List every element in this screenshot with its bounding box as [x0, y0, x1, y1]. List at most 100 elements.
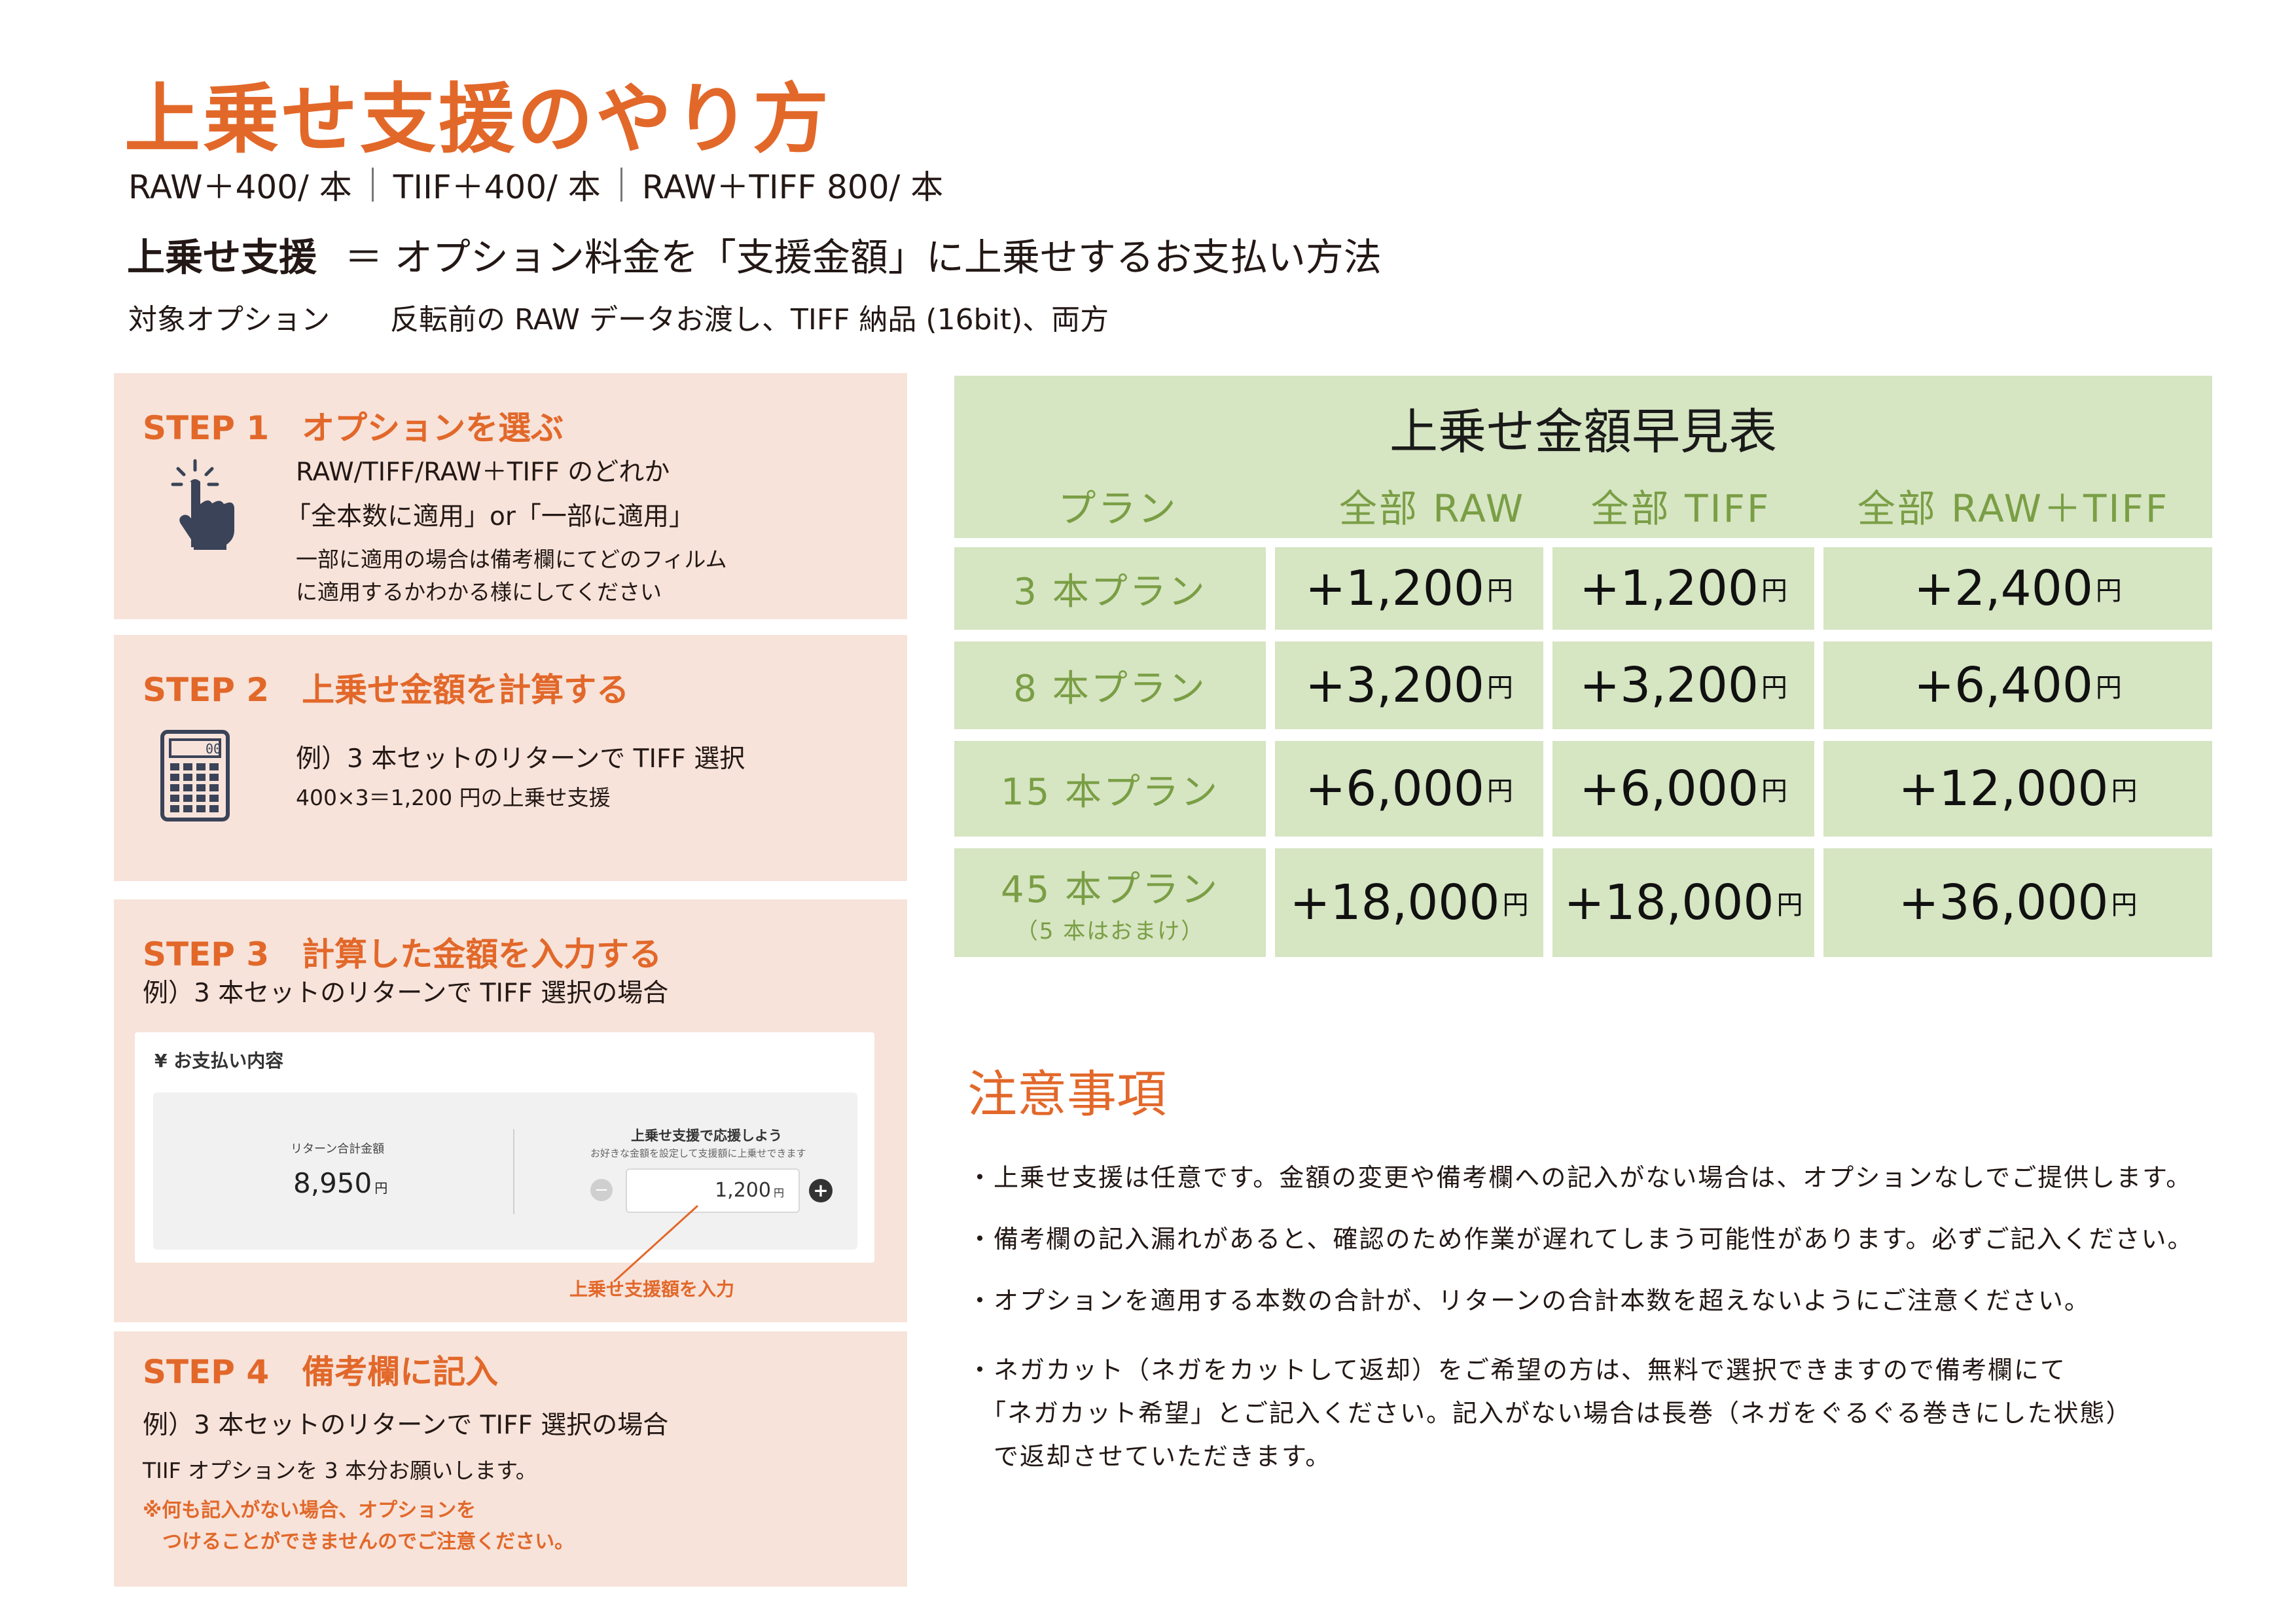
target-label: 対象オプション: [128, 303, 330, 336]
callout-line: [613, 1204, 699, 1283]
calculator-key: [170, 805, 179, 812]
amount-value: +3,200: [1579, 657, 1759, 713]
definition-body: ＝ オプション料金を「支援金額」に上乗せするお支払い方法: [344, 235, 1382, 280]
table-header-raw-tiff: 全部 RAW＋TIFF: [1857, 486, 2170, 531]
step-1-title: STEP 1 オプションを選ぶ: [143, 409, 564, 447]
table-title: 上乗せ金額早見表: [1390, 404, 1777, 460]
yen-unit: 円: [1486, 776, 1513, 806]
amount-value: +2,400: [1914, 560, 2093, 617]
note-item: ・上乗せ支援は任意です。金額の変更や備考欄への記入がない場合は、オプションなしで…: [967, 1163, 2193, 1192]
support-amount-value: 1,200: [715, 1179, 771, 1202]
support-amount-display: 1,200 円: [715, 1179, 784, 1202]
calculator-key: [196, 784, 206, 791]
step-3-line-1: 例）3 本セットのリターンで TIFF 選択の場合: [143, 979, 669, 1008]
table-row-plan: 8 本プラン: [954, 641, 1266, 729]
yen-unit: 円: [773, 1187, 784, 1199]
note-item: で返却させていただきます。: [967, 1442, 1332, 1471]
calculator-display: 00: [206, 741, 221, 757]
step-1-line-4: に適用するかわかる様にしてください: [296, 579, 662, 605]
yen-unit: 円: [2111, 776, 2138, 806]
step-4-note-1: ※何も記入がない場合、オプションを: [143, 1499, 476, 1522]
price-raw: RAW＋400/ 本: [128, 168, 352, 206]
plan-name: 15 本プラン: [1000, 770, 1220, 814]
table-row-plan: 15 本プラン: [954, 741, 1266, 837]
table-header-band: 上乗せ金額早見表 プラン 全部 RAW 全部 TIFF 全部 RAW＋TIFF: [954, 376, 2212, 538]
step-4-line-1: 例）3 本セットのリターンで TIFF 選択の場合: [143, 1411, 669, 1440]
amount-value: +1,200: [1579, 560, 1759, 617]
calculator-key: [170, 774, 179, 781]
yen-unit: 円: [1776, 890, 1803, 920]
amount-value: +6,400: [1914, 657, 2093, 713]
calculator-icon: 00: [160, 730, 230, 821]
target-body: 反転前の RAW データお渡し、TIFF 納品 (16bit)、両方: [390, 303, 1109, 336]
table-cell: +6,400 円: [1823, 641, 2212, 729]
payment-inner: リターン合計金額 8,950 円 上乗せ支援で応援しよう お好きな金額を設定して支…: [153, 1092, 857, 1250]
calculator-key: [196, 774, 206, 781]
calculator-key: [183, 784, 192, 791]
calculator-key: [183, 774, 192, 781]
divider: [371, 168, 374, 202]
calculator-key: [170, 784, 179, 791]
plan-name: 3 本プラン: [1013, 570, 1207, 613]
yen-unit: 円: [374, 1180, 388, 1196]
plus-button[interactable]: +: [809, 1179, 833, 1202]
notes-title: 注意事項: [967, 1065, 1166, 1123]
return-total-amount: 8,950 円: [293, 1167, 387, 1199]
note-item: 「ネガカット希望」とご記入ください。記入がない場合は長巻（ネガをぐるぐる巻きにし…: [967, 1399, 2132, 1428]
table-cell: +1,200 円: [1552, 547, 1814, 630]
calculator-key: [183, 795, 192, 802]
step-4-note-2: つけることができませんのでご注意ください。: [143, 1530, 575, 1553]
table-cell: +18,000 円: [1552, 848, 1814, 957]
amount-value: +12,000: [1898, 761, 2109, 817]
price-raw-tiff: RAW＋TIFF 800/ 本: [641, 168, 944, 206]
calculator-key: [170, 795, 179, 802]
calculator-key: [209, 805, 219, 812]
table-cell: +18,000 円: [1275, 848, 1543, 957]
calculator-key: [183, 805, 192, 812]
step-3-title: STEP 3 計算した金額を入力する: [143, 935, 662, 973]
yen-unit: 円: [1761, 776, 1787, 806]
yen-unit: 円: [2095, 576, 2122, 606]
yen-unit: 円: [2095, 673, 2122, 703]
yen-unit: 円: [1761, 576, 1787, 606]
calculator-key: [209, 795, 219, 802]
step-1-panel: STEP 1 オプションを選ぶ RAW/TIFF/RAW＋TIFF のどれか 「…: [114, 373, 907, 619]
step-4-panel: STEP 4 備考欄に記入 例）3 本セットのリターンで TIFF 選択の場合 …: [114, 1331, 907, 1587]
table-cell: +3,200 円: [1552, 641, 1814, 729]
table-cell: +36,000 円: [1823, 848, 2212, 957]
target-options: 対象オプション 反転前の RAW データお渡し、TIFF 納品 (16bit)、…: [128, 296, 1109, 338]
plan-name: 8 本プラン: [1013, 667, 1207, 710]
support-title: 上乗せ支援で応援しよう: [631, 1128, 782, 1144]
yen-unit: 円: [1486, 673, 1513, 703]
table-row-plan: 3 本プラン: [954, 547, 1266, 630]
step-3-panel: STEP 3 計算した金額を入力する 例）3 本セットのリターンで TIFF 選…: [114, 899, 907, 1322]
return-total-label: リターン合計金額: [291, 1142, 385, 1156]
calculator-key: [196, 805, 206, 812]
table-cell: +1,200 円: [1275, 547, 1543, 630]
calculator-key: [196, 795, 206, 802]
calculator-key: [209, 784, 219, 791]
price-tiff: TIIF＋400/ 本: [393, 168, 601, 206]
amount-value: +3,200: [1305, 657, 1484, 713]
plan-bonus-note: （5 本はおまけ）: [1015, 918, 1205, 945]
yen-unit: 円: [2111, 890, 2138, 920]
step-1-line-2: 「全本数に適用」or「一部に適用」: [285, 502, 694, 532]
hand-pointer-icon: [171, 459, 234, 550]
payment-header: ¥ お支払い内容: [154, 1050, 284, 1072]
rate-table: 上乗せ金額早見表 プラン 全部 RAW 全部 TIFF 全部 RAW＋TIFF …: [954, 376, 2212, 957]
calculator-key: [196, 763, 206, 770]
amount-value: +18,000: [1564, 875, 1774, 931]
support-amount-input[interactable]: 1,200 円: [626, 1168, 800, 1213]
amount-value: +1,200: [1305, 560, 1484, 617]
step-4-line-2: TIIF オプションを 3 本分お願いします。: [143, 1458, 537, 1483]
minus-button[interactable]: −: [590, 1179, 613, 1201]
calculator-key: [209, 774, 219, 781]
divider: [513, 1129, 514, 1214]
calculator-key: [170, 763, 179, 770]
amount-value: +6,000: [1305, 761, 1484, 817]
payment-card: ¥ お支払い内容 リターン合計金額 8,950 円 上乗せ支援で応援しよう お好き…: [135, 1032, 874, 1263]
note-item: ・ネガカット（ネガをカットして返却）をご希望の方は、無料で選択できますので備考欄…: [967, 1356, 2066, 1384]
price-summary: RAW＋400/ 本 TIIF＋400/ 本 RAW＋TIFF 800/ 本: [128, 161, 943, 208]
step-4-title: STEP 4 備考欄に記入: [143, 1353, 499, 1391]
definition: 上乗せ支援 ＝ オプション料金を「支援金額」に上乗せするお支払い方法: [127, 226, 1382, 281]
